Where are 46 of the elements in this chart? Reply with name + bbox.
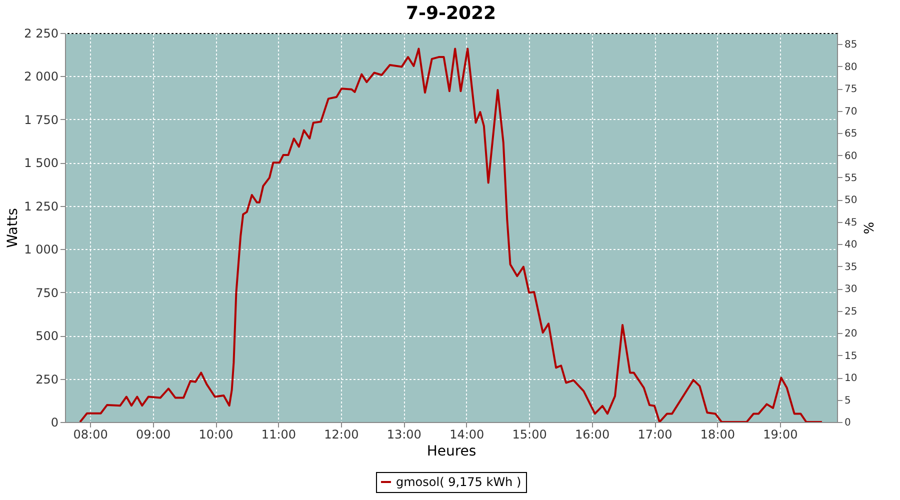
y-tick-label: 2 000 bbox=[24, 70, 58, 84]
y-tick-label: 250 bbox=[36, 372, 58, 386]
x-tick-label: 09:00 bbox=[136, 428, 171, 442]
y2-tick-label: 50 bbox=[844, 195, 858, 206]
y2-tick-label: 75 bbox=[844, 84, 858, 96]
y-tick-label: 500 bbox=[36, 329, 58, 344]
legend-label: gmosol( 9,175 kWh ) bbox=[396, 475, 522, 489]
x-tick-label: 15:00 bbox=[512, 428, 547, 442]
x-tick-label: 11:00 bbox=[261, 428, 296, 442]
y-axis-title: Watts bbox=[5, 208, 22, 248]
y-tick-label: 1 250 bbox=[24, 199, 58, 214]
y2-tick-label: 25 bbox=[844, 306, 858, 318]
y-tick-label: 1 500 bbox=[24, 156, 58, 170]
x-tick-label: 08:00 bbox=[73, 428, 108, 442]
y2-tick-label: 30 bbox=[844, 284, 858, 296]
y2-tick-label: 40 bbox=[844, 240, 858, 251]
x-tick-label: 10:00 bbox=[198, 428, 234, 442]
y-tick-label: 750 bbox=[36, 286, 58, 300]
x-tick-label: 16:00 bbox=[574, 428, 610, 442]
y2-tick-label: 45 bbox=[844, 217, 858, 228]
y2-tick-label: 20 bbox=[844, 328, 858, 340]
y-tick-label: 1 750 bbox=[24, 112, 58, 127]
x-axis-title: Heures bbox=[426, 444, 476, 460]
y2-tick-label: 5 bbox=[844, 395, 851, 406]
x-tick-label: 13:00 bbox=[386, 428, 422, 442]
y2-tick-label: 0 bbox=[844, 418, 851, 428]
y2-tick-label: 85 bbox=[844, 40, 858, 51]
y2-tick-label: 35 bbox=[844, 262, 858, 273]
x-tick-label: 18:00 bbox=[700, 428, 736, 442]
x-tick-label: 12:00 bbox=[324, 428, 359, 442]
x-tick-label: 17:00 bbox=[638, 428, 672, 442]
line-series bbox=[79, 48, 823, 422]
y2-tick-label: 15 bbox=[844, 350, 858, 362]
y2-tick-label: 55 bbox=[844, 172, 858, 184]
chart-title: 7-9-2022 bbox=[406, 3, 496, 24]
y-tick-label: 2 250 bbox=[24, 26, 58, 40]
y-tick-label: 0 bbox=[50, 416, 58, 430]
y2-axis-title: % bbox=[860, 222, 876, 234]
y-tick-label: 1 000 bbox=[24, 242, 58, 257]
y2-tick-label: 80 bbox=[844, 62, 858, 73]
x-tick-label: 14:00 bbox=[450, 428, 484, 442]
y2-tick-label: 65 bbox=[844, 128, 858, 140]
y2-tick-label: 60 bbox=[844, 150, 858, 162]
y2-tick-label: 10 bbox=[844, 373, 858, 384]
y2-tick-label: 70 bbox=[844, 106, 858, 118]
x-tick-label: 19:00 bbox=[763, 428, 798, 442]
